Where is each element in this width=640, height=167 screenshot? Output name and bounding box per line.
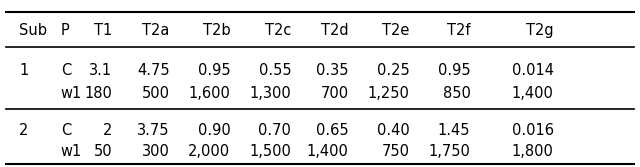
Text: T2f: T2f <box>447 23 470 38</box>
Text: T1: T1 <box>93 23 112 38</box>
Text: P: P <box>61 23 70 38</box>
Text: 1,750: 1,750 <box>429 144 470 159</box>
Text: T2e: T2e <box>382 23 410 38</box>
Text: 700: 700 <box>321 86 349 101</box>
Text: w1: w1 <box>61 144 82 159</box>
Text: T2g: T2g <box>526 23 554 38</box>
Text: 180: 180 <box>84 86 112 101</box>
Text: 0.95: 0.95 <box>438 63 470 78</box>
Text: 4.75: 4.75 <box>137 63 170 78</box>
Text: 2: 2 <box>102 123 112 138</box>
Text: 0.65: 0.65 <box>316 123 349 138</box>
Text: 1,800: 1,800 <box>512 144 554 159</box>
Text: T2c: T2c <box>265 23 291 38</box>
Text: 500: 500 <box>141 86 170 101</box>
Text: 1,600: 1,600 <box>189 86 230 101</box>
Text: T2a: T2a <box>142 23 170 38</box>
Text: 1,400: 1,400 <box>307 144 349 159</box>
Text: 0.55: 0.55 <box>259 63 291 78</box>
Text: 0.25: 0.25 <box>377 63 410 78</box>
Text: w1: w1 <box>61 86 82 101</box>
Text: C: C <box>61 123 71 138</box>
Text: 1,500: 1,500 <box>250 144 291 159</box>
Text: 2: 2 <box>19 123 29 138</box>
Text: 0.014: 0.014 <box>511 63 554 78</box>
Text: 1,400: 1,400 <box>512 86 554 101</box>
Text: 750: 750 <box>381 144 410 159</box>
Text: 50: 50 <box>93 144 112 159</box>
Text: 2,000: 2,000 <box>188 144 230 159</box>
Text: 1,250: 1,250 <box>368 86 410 101</box>
Text: 0.95: 0.95 <box>198 63 230 78</box>
Text: 3.75: 3.75 <box>137 123 170 138</box>
Text: 1: 1 <box>19 63 28 78</box>
Text: 0.40: 0.40 <box>377 123 410 138</box>
Text: T2d: T2d <box>321 23 349 38</box>
Text: C: C <box>61 63 71 78</box>
Text: 0.90: 0.90 <box>198 123 230 138</box>
Text: 0.016: 0.016 <box>511 123 554 138</box>
Text: 0.70: 0.70 <box>259 123 291 138</box>
Text: 1,300: 1,300 <box>250 86 291 101</box>
Text: 300: 300 <box>141 144 170 159</box>
Text: 0.35: 0.35 <box>316 63 349 78</box>
Text: 3.1: 3.1 <box>89 63 112 78</box>
Text: T2b: T2b <box>203 23 230 38</box>
Text: 850: 850 <box>442 86 470 101</box>
Text: 1.45: 1.45 <box>438 123 470 138</box>
Text: Sub: Sub <box>19 23 47 38</box>
